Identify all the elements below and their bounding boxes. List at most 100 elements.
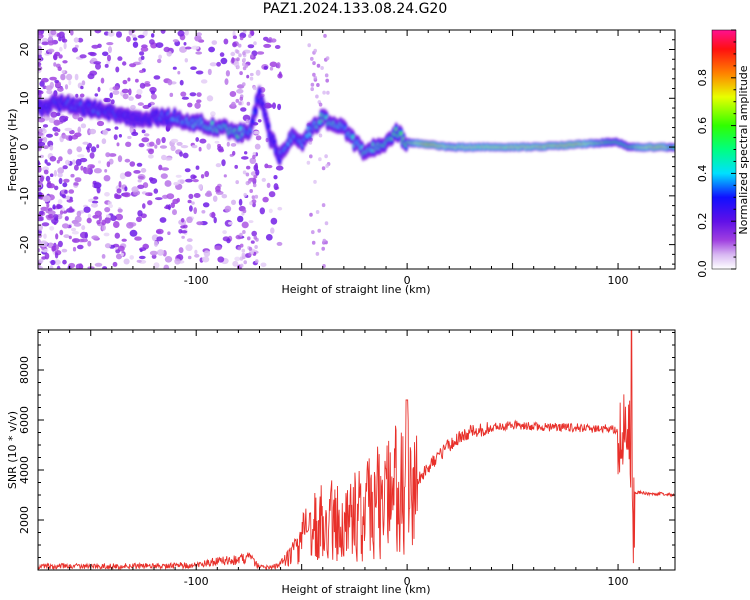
noise-blob — [50, 111, 58, 118]
noise-blob — [112, 261, 118, 267]
noise-blob — [38, 233, 43, 239]
noise-blob — [195, 165, 200, 170]
noise-blob — [45, 85, 53, 91]
noise-blob — [139, 51, 145, 56]
colorbar-tick-label: 0.4 — [696, 165, 709, 183]
noise-blob — [69, 129, 75, 135]
noise-blob — [77, 244, 84, 250]
noise-blob — [177, 70, 181, 75]
noise-blob — [223, 174, 227, 178]
noise-blob — [102, 51, 109, 57]
noise-blob — [104, 207, 111, 213]
noise-blob — [199, 138, 207, 144]
noise-blob — [226, 238, 231, 244]
noise-blob — [178, 247, 184, 254]
noise-blob — [317, 228, 322, 233]
noise-blob — [236, 88, 244, 94]
noise-blob — [52, 126, 59, 132]
noise-blob — [214, 245, 222, 251]
noise-blob — [115, 213, 123, 221]
noise-blob — [176, 141, 183, 146]
noise-blob — [49, 226, 55, 231]
noise-blob — [93, 196, 99, 200]
noise-blob — [94, 93, 99, 97]
noise-blob — [59, 210, 64, 215]
noise-blob — [185, 178, 193, 183]
y-tick-label: -10 — [18, 187, 31, 205]
noise-blob — [43, 233, 47, 239]
noise-blob — [89, 128, 97, 135]
noise-blob — [215, 163, 222, 168]
noise-blob — [153, 262, 160, 269]
noise-blob — [51, 245, 56, 252]
noise-blob — [122, 79, 128, 85]
noise-blob — [180, 230, 188, 234]
noise-blob — [156, 249, 165, 256]
noise-blob — [191, 201, 195, 205]
noise-blob — [164, 255, 173, 263]
noise-blob — [42, 124, 49, 128]
noise-blob — [324, 221, 329, 226]
noise-blob — [221, 159, 226, 167]
noise-blob — [150, 90, 156, 95]
noise-blob — [177, 179, 186, 184]
noise-blob — [278, 71, 282, 78]
noise-blob — [129, 126, 134, 134]
noise-blob — [156, 236, 164, 242]
noise-blob — [113, 221, 120, 228]
noise-blob — [139, 248, 143, 253]
noise-blob — [321, 166, 326, 171]
noise-blob — [47, 214, 54, 219]
noise-blob — [167, 79, 173, 86]
noise-blob — [186, 216, 193, 223]
noise-blob — [316, 63, 321, 68]
noise-blob — [204, 170, 210, 178]
noise-blob — [68, 135, 73, 141]
x-tick-label: -100 — [184, 274, 209, 287]
noise-blob — [141, 137, 150, 143]
noise-blob — [273, 175, 278, 180]
y-tick-label: 6000 — [18, 406, 31, 434]
noise-blob — [57, 172, 63, 178]
noise-blob — [95, 63, 101, 70]
noise-blob — [159, 217, 167, 223]
noise-blob — [137, 179, 142, 183]
noise-blob — [312, 72, 316, 77]
noise-blob — [249, 72, 254, 77]
spectrogram-y-label: Frequency (Hz) — [6, 109, 19, 192]
noise-blob — [194, 102, 201, 109]
noise-blob — [274, 45, 281, 49]
noise-blob — [38, 93, 42, 99]
noise-blob — [117, 208, 123, 213]
noise-blob — [255, 135, 262, 141]
noise-blob — [306, 160, 311, 165]
noise-blob — [140, 46, 149, 52]
noise-blob — [104, 63, 109, 68]
ridge-core — [266, 124, 270, 130]
noise-blob — [77, 37, 84, 43]
noise-blob — [61, 134, 68, 139]
noise-blob — [255, 69, 261, 76]
noise-blob — [263, 65, 268, 70]
noise-blob — [231, 57, 235, 64]
noise-blob — [252, 154, 256, 159]
noise-blob — [153, 75, 161, 80]
noise-blob — [38, 45, 42, 50]
noise-blob — [62, 60, 68, 64]
noise-blob — [121, 238, 127, 242]
noise-blob — [216, 61, 222, 67]
noise-blob — [190, 174, 196, 180]
noise-blob — [229, 91, 237, 97]
noise-blob — [58, 156, 63, 162]
noise-blob — [97, 86, 101, 93]
noise-blob — [195, 70, 204, 75]
noise-blob — [64, 189, 68, 194]
noise-blob — [260, 262, 267, 268]
noise-blob — [201, 256, 210, 263]
noise-blob — [92, 200, 99, 204]
noise-blob — [114, 232, 121, 239]
noise-blob — [251, 230, 257, 237]
noise-blob — [164, 157, 173, 161]
